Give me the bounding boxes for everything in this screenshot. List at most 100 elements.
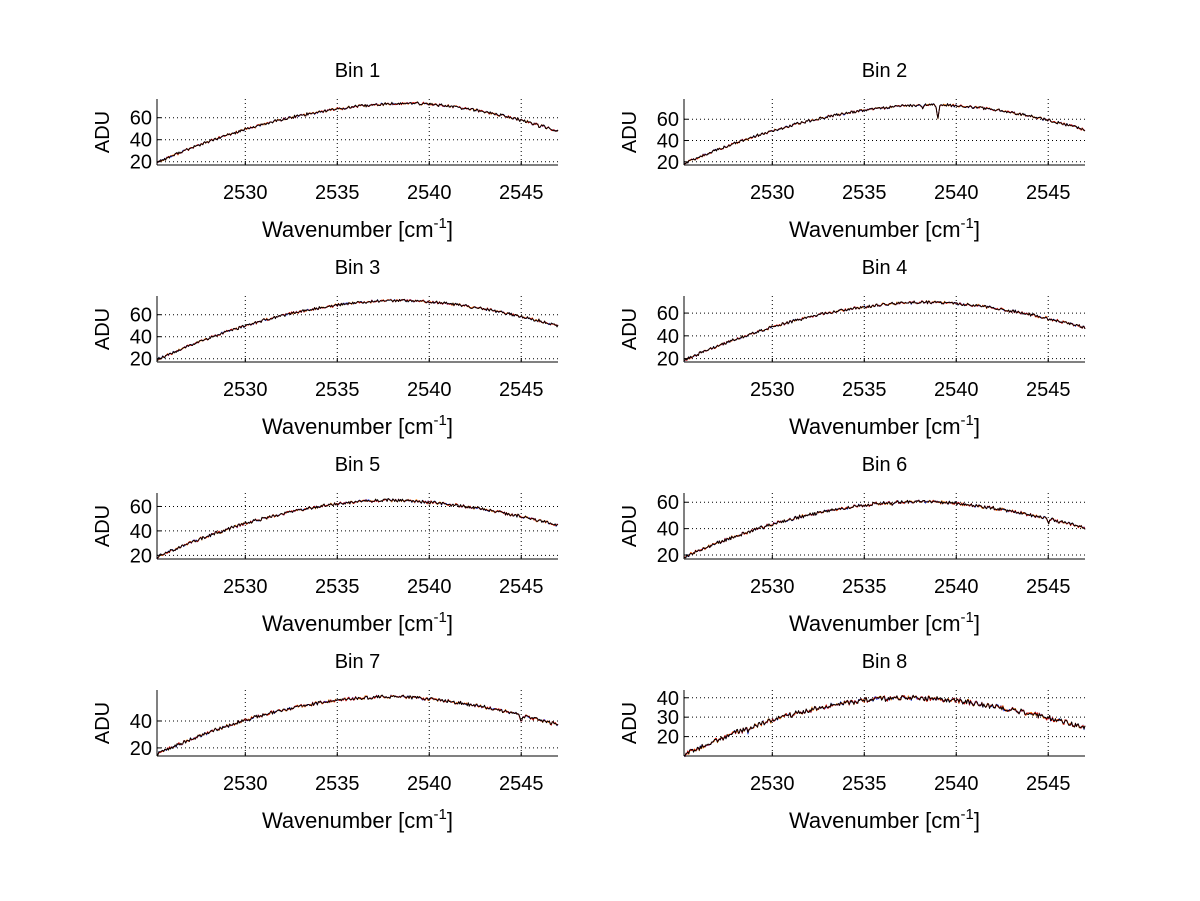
x-axis-label-main: Wavenumber [cm [789, 217, 961, 242]
subplot-title: Bin 8 [862, 651, 908, 673]
y-axis-label: ADU [619, 505, 641, 547]
x-axis-label: Wavenumber [cm-1] [262, 609, 453, 636]
x-tick-label: 2545 [1026, 773, 1071, 795]
y-tick-label: 20 [130, 545, 152, 567]
subplot-bin-6: 2530 2535 2540 2545 20 40 60 Bin 6 ADU Wavenumber… [619, 454, 1086, 636]
x-tick-label: 2545 [1026, 182, 1071, 204]
series-line-4 [683, 300, 1086, 361]
x-tick-label: 2535 [842, 379, 887, 401]
y-tick-label: 60 [130, 108, 152, 130]
x-axis-label-superscript: -1 [961, 412, 974, 429]
x-axis-label-main: Wavenumber [cm [789, 414, 961, 439]
y-tick-label: 60 [657, 492, 679, 514]
y-tick-label: 20 [657, 545, 679, 567]
y-axis-label: ADU [619, 308, 641, 350]
x-axis-label-superscript: -1 [961, 215, 974, 232]
series-line-4 [683, 499, 1086, 559]
x-axis-label-superscript: -1 [434, 412, 447, 429]
x-tick-label: 2535 [315, 182, 360, 204]
series-line-4 [156, 298, 559, 361]
x-tick-label: 2530 [223, 182, 268, 204]
x-tick-label: 2545 [499, 576, 544, 598]
x-tick-label: 2530 [223, 773, 268, 795]
y-axis-label: ADU [619, 702, 641, 744]
y-tick-label: 60 [130, 305, 152, 327]
subplot-title: Bin 7 [335, 651, 381, 673]
y-tick-label: 40 [657, 519, 679, 541]
x-axis-label: Wavenumber [cm-1] [789, 609, 980, 636]
subplot-title: Bin 5 [335, 454, 381, 476]
y-tick-label: 20 [657, 349, 679, 371]
x-tick-label: 2540 [934, 182, 979, 204]
subplot-title: Bin 2 [862, 60, 908, 82]
x-tick-label: 2545 [499, 379, 544, 401]
x-axis-label: Wavenumber [cm-1] [789, 806, 980, 833]
x-tick-label: 2545 [1026, 576, 1071, 598]
x-axis-label-main: Wavenumber [cm [262, 217, 434, 242]
x-axis-label: Wavenumber [cm-1] [789, 215, 980, 242]
x-tick-label: 2530 [750, 379, 795, 401]
x-tick-label: 2540 [934, 379, 979, 401]
x-axis-label-main: Wavenumber [cm [789, 808, 961, 833]
x-axis-label-close: ] [447, 808, 453, 833]
x-tick-label: 2535 [315, 773, 360, 795]
subplot-title: Bin 4 [862, 257, 908, 279]
y-tick-label: 60 [657, 303, 679, 325]
x-axis-label-main: Wavenumber [cm [262, 611, 434, 636]
x-axis-label: Wavenumber [cm-1] [262, 806, 453, 833]
x-axis-label-superscript: -1 [434, 609, 447, 626]
x-axis-label-superscript: -1 [961, 806, 974, 823]
x-axis-label-close: ] [974, 217, 980, 242]
series-line-4 [156, 694, 559, 756]
y-tick-label: 40 [130, 711, 152, 733]
y-tick-label: 20 [657, 152, 679, 174]
y-axis-label: ADU [92, 505, 114, 547]
y-tick-label: 40 [130, 521, 152, 543]
subplot-title: Bin 3 [335, 257, 381, 279]
series-line-4 [683, 694, 1086, 756]
x-axis-label-close: ] [974, 414, 980, 439]
y-tick-label: 20 [130, 349, 152, 371]
series-line-4 [683, 103, 1086, 165]
y-axis-label: ADU [92, 308, 114, 350]
subplot-title: Bin 1 [335, 60, 381, 82]
series-line-4 [156, 101, 559, 164]
x-axis-label-close: ] [447, 611, 453, 636]
y-tick-label: 20 [657, 727, 679, 749]
x-axis-label-superscript: -1 [961, 609, 974, 626]
x-tick-label: 2540 [934, 576, 979, 598]
x-tick-label: 2530 [750, 576, 795, 598]
y-tick-label: 40 [657, 688, 679, 710]
x-tick-label: 2545 [499, 773, 544, 795]
x-axis-label: Wavenumber [cm-1] [262, 412, 453, 439]
x-axis-label-superscript: -1 [434, 215, 447, 232]
x-axis-label-main: Wavenumber [cm [262, 808, 434, 833]
x-tick-label: 2530 [750, 773, 795, 795]
y-axis-label: ADU [92, 702, 114, 744]
x-tick-label: 2540 [407, 773, 452, 795]
y-axis-label: ADU [92, 111, 114, 153]
y-tick-label: 60 [657, 109, 679, 131]
x-tick-label: 2540 [407, 379, 452, 401]
x-tick-label: 2535 [842, 576, 887, 598]
y-tick-label: 40 [130, 130, 152, 152]
x-tick-label: 2545 [1026, 379, 1071, 401]
x-tick-label: 2545 [499, 182, 544, 204]
x-tick-label: 2535 [842, 773, 887, 795]
y-tick-label: 40 [657, 131, 679, 153]
x-tick-label: 2540 [407, 576, 452, 598]
x-tick-label: 2535 [315, 576, 360, 598]
series-line-4 [156, 497, 559, 559]
y-tick-label: 60 [130, 496, 152, 518]
x-axis-label-main: Wavenumber [cm [789, 611, 961, 636]
x-tick-label: 2540 [407, 182, 452, 204]
subplot-title: Bin 6 [862, 454, 908, 476]
y-tick-label: 20 [130, 152, 152, 174]
y-tick-label: 40 [130, 327, 152, 349]
